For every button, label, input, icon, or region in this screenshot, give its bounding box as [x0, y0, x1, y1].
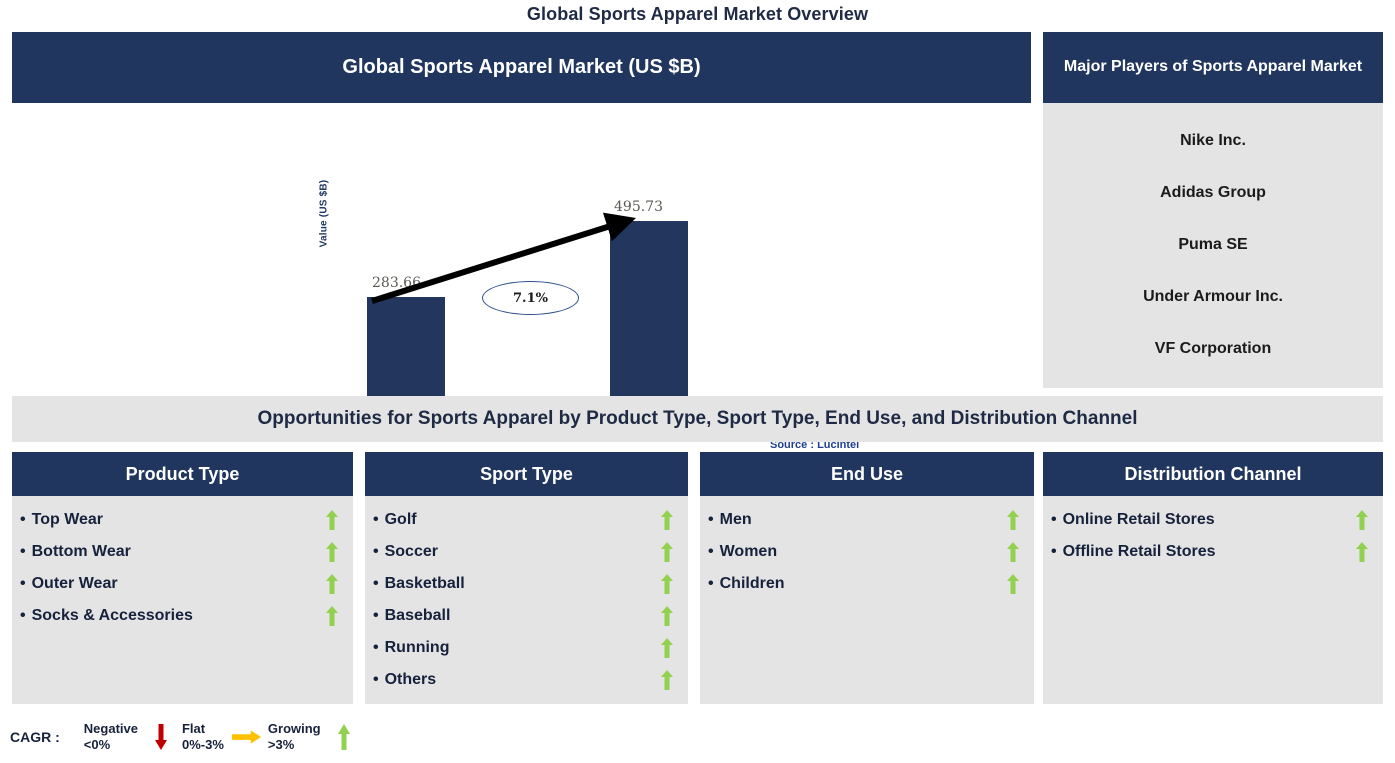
item-label: Others [373, 671, 437, 689]
column-product-type: Product Type Top Wear Bottom Wear Outer … [12, 452, 353, 704]
column-header: Sport Type [365, 452, 688, 496]
column-header: Distribution Channel [1043, 452, 1383, 496]
column-distribution-channel: Distribution Channel Online Retail Store… [1043, 452, 1383, 704]
legend-negative-range: <0% [83, 737, 111, 752]
arrow-up-icon [1007, 510, 1019, 530]
column-body: Golf Soccer Basketball Baseball Running … [365, 496, 688, 704]
arrow-up-icon [1356, 542, 1368, 562]
legend-growing-name: Growing [267, 720, 321, 736]
list-item: Others [373, 664, 678, 696]
legend-negative-name: Negative [83, 720, 138, 736]
legend-flat-icon-wrap [231, 729, 262, 745]
legend-entry-growing: Growing >3% [268, 721, 359, 754]
list-item: Bottom Wear [20, 536, 343, 568]
arrow-down-icon [154, 724, 167, 750]
chart-body: Value (US $B) 283.66 495.73 2026 2035 7.… [12, 103, 1031, 451]
page-title: Global Sports Apparel Market Overview [526, 4, 869, 24]
legend-negative-text: Negative <0% [84, 721, 138, 754]
y-axis-label: Value (US $B) [318, 179, 330, 248]
market-chart-panel: Global Sports Apparel Market (US $B) Val… [12, 32, 1031, 451]
arrow-up-icon [1356, 510, 1368, 530]
item-label: Golf [373, 511, 417, 529]
arrow-up-icon [661, 542, 673, 562]
list-item: Running [373, 632, 678, 664]
legend-flat-range: 0%-3% [181, 737, 224, 752]
cagr-callout: 7.1% [482, 281, 579, 315]
legend-negative-icon-wrap [146, 724, 176, 750]
legend-growing-range: >3% [267, 737, 295, 752]
list-item: Baseball [373, 600, 678, 632]
arrow-up-icon [1007, 574, 1019, 594]
cagr-trend-arrow-icon [371, 212, 637, 304]
item-label: Men [708, 511, 752, 529]
column-header: Product Type [12, 452, 353, 496]
item-label: Soccer [373, 543, 438, 561]
chart-panel-header: Global Sports Apparel Market (US $B) [12, 32, 1031, 103]
list-item: Under Armour Inc. [1143, 288, 1283, 305]
item-label: Top Wear [20, 511, 103, 529]
bar-2035 [610, 221, 688, 403]
legend-growing-text: Growing >3% [268, 721, 321, 754]
legend-flat-text: Flat 0%-3% [182, 721, 224, 754]
chart-source: Source : Lucintel [770, 439, 860, 451]
item-label: Women [708, 543, 777, 561]
legend-growing-icon-wrap [329, 724, 359, 750]
column-header: End Use [700, 452, 1034, 496]
list-item: Offline Retail Stores [1051, 536, 1373, 568]
item-label: Outer Wear [20, 575, 118, 593]
list-item: Soccer [373, 536, 678, 568]
arrow-up-icon [326, 574, 338, 594]
major-players-panel: Major Players of Sports Apparel Market N… [1043, 32, 1383, 388]
item-label: Basketball [373, 575, 465, 593]
item-label: Baseball [373, 607, 451, 625]
arrow-up-icon [326, 510, 338, 530]
list-item: Women [708, 536, 1024, 568]
list-item: Basketball [373, 568, 678, 600]
item-label: Children [708, 575, 785, 593]
list-item: Men [708, 504, 1024, 536]
column-body: Top Wear Bottom Wear Outer Wear Socks & … [12, 496, 353, 704]
arrow-up-icon [661, 670, 673, 690]
list-item: VF Corporation [1154, 340, 1272, 357]
list-item: Puma SE [1178, 236, 1248, 253]
arrow-up-icon [326, 606, 338, 626]
arrow-up-icon [1007, 542, 1019, 562]
legend-flat-name: Flat [181, 720, 206, 736]
arrow-up-icon [661, 606, 673, 626]
arrow-up-icon [661, 638, 673, 658]
list-item: Top Wear [20, 504, 343, 536]
arrow-up-icon [326, 542, 338, 562]
column-body: Men Women Children [700, 496, 1034, 704]
item-label: Socks & Accessories [20, 607, 193, 625]
item-label: Running [373, 639, 450, 657]
bar-value-2035: 495.73 [614, 199, 663, 215]
list-item: Nike Inc. [1180, 132, 1246, 149]
list-item: Golf [373, 504, 678, 536]
opportunities-banner: Opportunities for Sports Apparel by Prod… [12, 396, 1383, 442]
arrow-up-icon [337, 724, 350, 750]
list-item: Adidas Group [1160, 184, 1266, 201]
column-body: Online Retail Stores Offline Retail Stor… [1043, 496, 1383, 704]
list-item: Children [708, 568, 1024, 600]
arrow-up-icon [661, 510, 673, 530]
list-item: Socks & Accessories [20, 600, 343, 632]
item-label: Online Retail Stores [1051, 511, 1215, 529]
item-label: Bottom Wear [20, 543, 131, 561]
opportunities-columns: Product Type Top Wear Bottom Wear Outer … [12, 452, 1383, 704]
item-label: Offline Retail Stores [1051, 543, 1216, 561]
list-item: Outer Wear [20, 568, 343, 600]
column-end-use: End Use Men Women Children [700, 452, 1034, 704]
players-panel-header: Major Players of Sports Apparel Market [1043, 32, 1383, 103]
players-list: Nike Inc. Adidas Group Puma SE Under Arm… [1043, 103, 1383, 388]
list-item: Online Retail Stores [1051, 504, 1373, 536]
column-sport-type: Sport Type Golf Soccer Basketball Baseba… [365, 452, 688, 704]
legend-entry-flat: Flat 0%-3% [182, 721, 262, 754]
arrow-up-icon [661, 574, 673, 594]
bar-2026 [367, 297, 445, 403]
legend-title: CAGR : [10, 729, 60, 745]
top-row: Global Sports Apparel Market (US $B) Val… [12, 32, 1383, 451]
legend-entry-negative: Negative <0% [84, 721, 176, 754]
cagr-legend: CAGR : Negative <0% Flat 0%-3% Growing >… [10, 714, 365, 760]
arrow-right-icon [231, 730, 261, 744]
